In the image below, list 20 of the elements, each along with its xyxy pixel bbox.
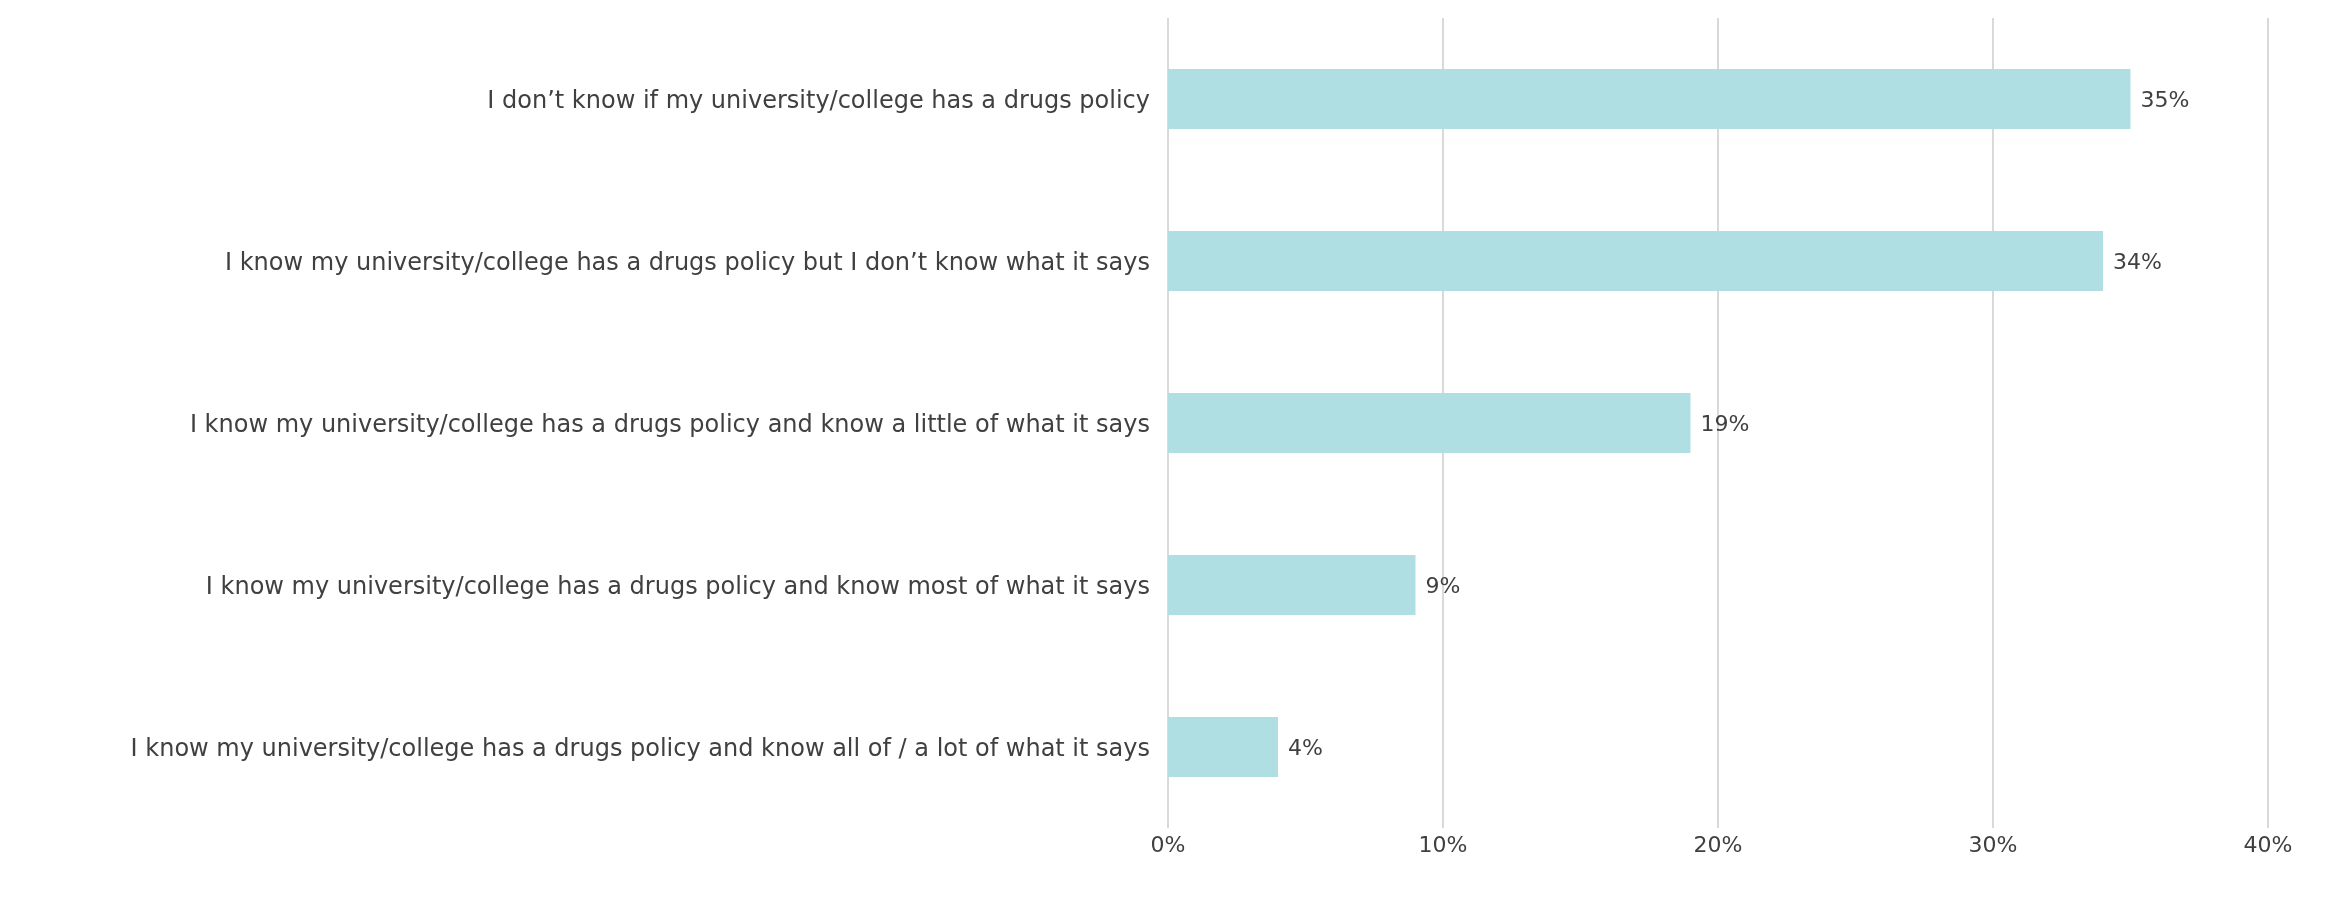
y-tick-label: I don’t know if my university/college has a drugs policy <box>487 85 1150 114</box>
bar <box>1168 231 2103 291</box>
data-label: 9% <box>1425 572 1461 598</box>
bar <box>1168 69 2131 129</box>
bar <box>1168 717 1278 777</box>
data-label: 35% <box>2140 86 2190 112</box>
bar <box>1168 555 1416 615</box>
bar <box>1168 393 1691 453</box>
x-tick-label: 20% <box>1693 831 1743 857</box>
y-tick-label: I know my university/college has a drugs policy and know all of / a lot of what it says <box>130 733 1150 762</box>
data-label: 4% <box>1288 734 1323 760</box>
x-tick-label: 30% <box>1968 831 2018 857</box>
data-label: 34% <box>2113 248 2162 274</box>
x-tick-label: 40% <box>2243 831 2293 857</box>
y-tick-label: I know my university/college has a drugs policy and know a little of what it says <box>189 409 1150 438</box>
y-tick-label: I know my university/college has a drugs policy and know most of what it says <box>205 571 1150 600</box>
y-tick-label: I know my university/college has a drugs policy but I don’t know what it says <box>225 247 1150 276</box>
data-label: 19% <box>1700 410 1750 436</box>
x-tick-label: 10% <box>1418 831 1468 857</box>
x-tick-label: 0% <box>1150 831 1186 857</box>
